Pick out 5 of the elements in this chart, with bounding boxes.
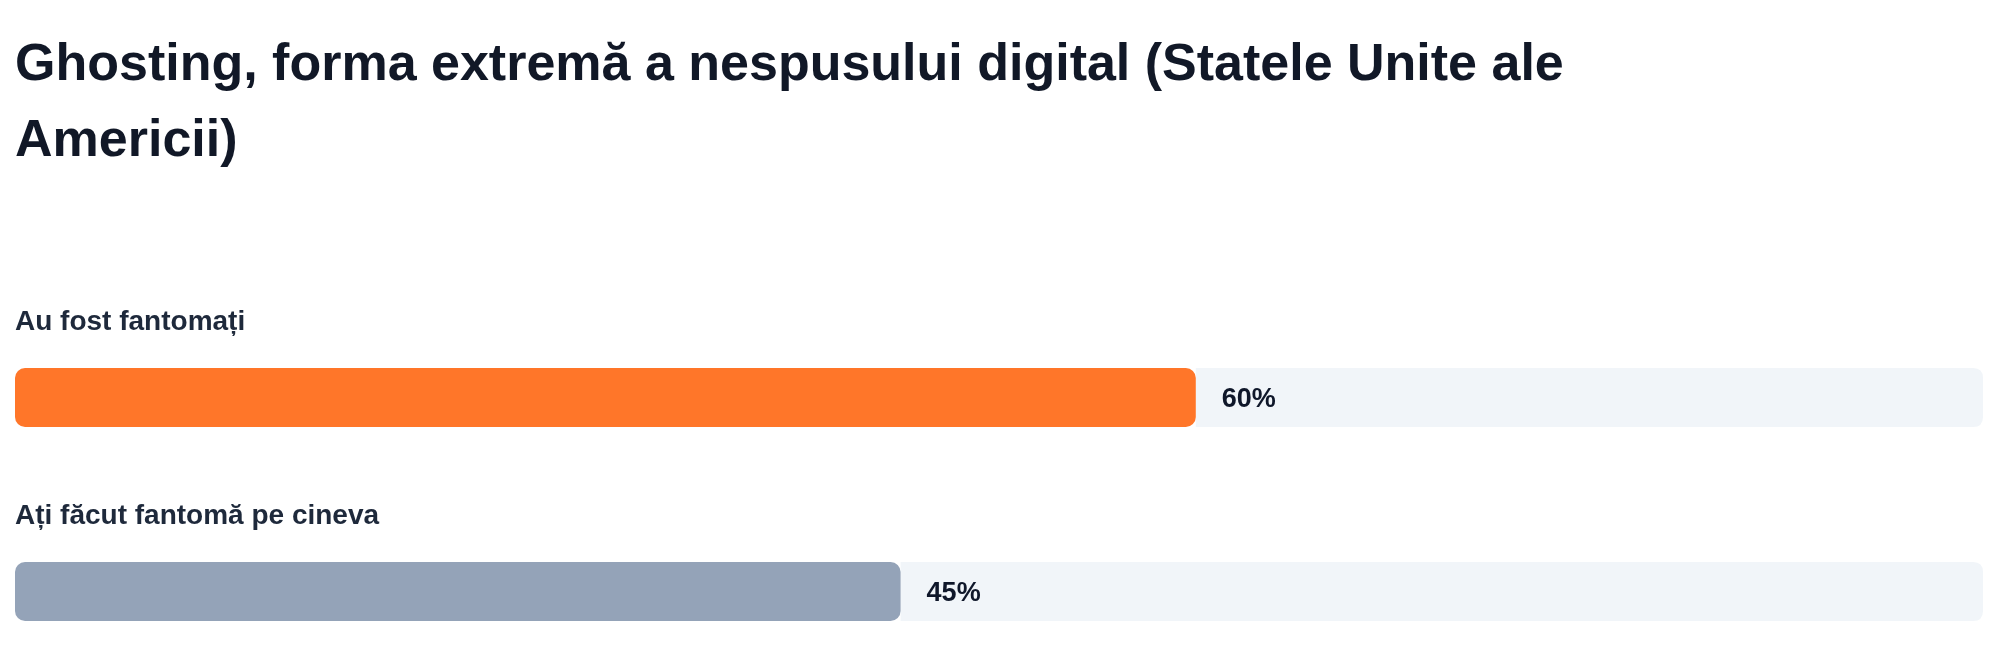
y-tick-label: Au fost fantomați — [15, 305, 246, 336]
y-tick-label: Ați făcut fantomă pe cineva — [15, 499, 380, 530]
chart-title: Ghosting, forma extremă a nespusului digital (Statele Unite ale Americii) — [15, 33, 1564, 167]
data-label: 45% — [926, 576, 981, 607]
data-label: 60% — [1221, 382, 1276, 413]
